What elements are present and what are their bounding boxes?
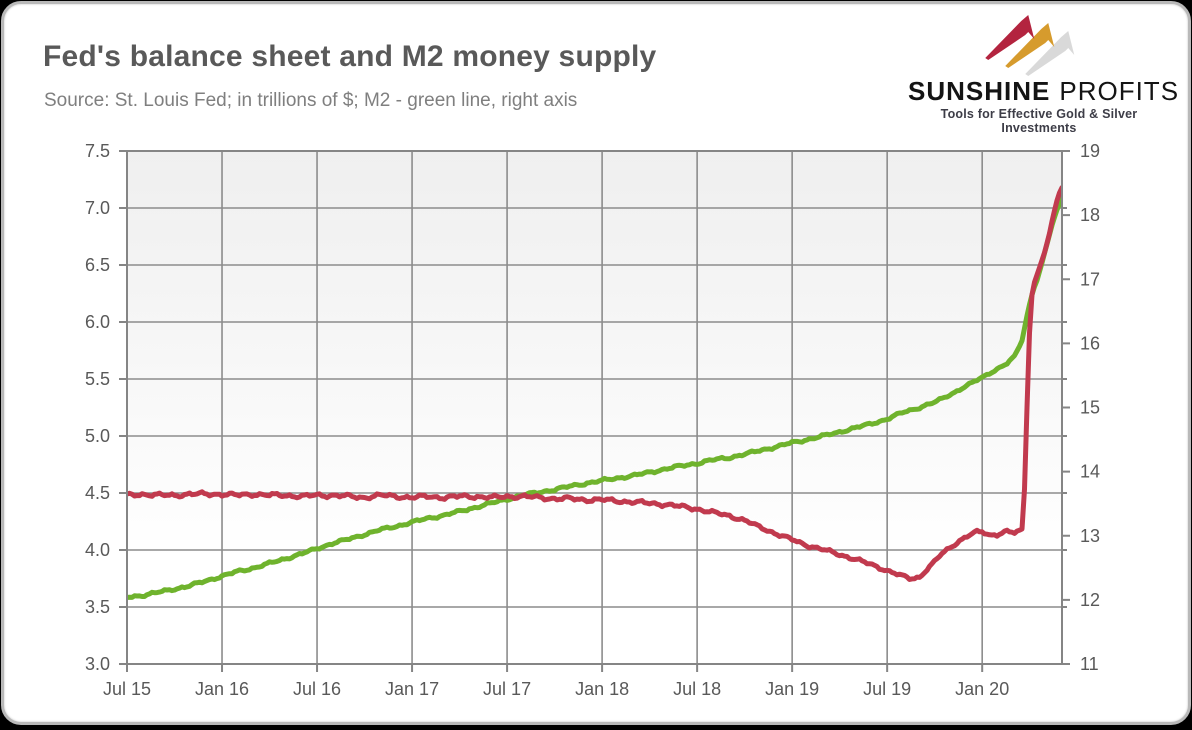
- y-right-tick-label: 12: [1080, 590, 1100, 610]
- y-right-tick-label: 11: [1080, 654, 1099, 674]
- y-right-labels: 11 12 13 14 15 16 17 18 19: [1080, 141, 1100, 674]
- x-tick-label: Jan 20: [955, 679, 1009, 699]
- y-right-tick-label: 19: [1080, 141, 1100, 161]
- x-tick-label: Jul 19: [863, 679, 911, 699]
- x-axis-labels: Jul 15 Jan 16 Jul 16 Jan 17 Jul 17 Jan 18 Jul …: [103, 679, 1009, 699]
- y-left-tick-label: 6.5: [85, 255, 110, 275]
- y-right-tick-label: 17: [1080, 269, 1100, 289]
- x-tick-label: Jan 18: [575, 679, 629, 699]
- x-tick-label: Jul 16: [293, 679, 341, 699]
- y-left-labels: 3.0 3.5 4.0 4.5 5.0 5.5 6.0 6.5 7.0 7.5: [85, 141, 110, 674]
- line-chart: 3.0 3.5 4.0 4.5 5.0 5.5 6.0 6.5 7.0 7.5 11 12 13 14 15…: [4, 4, 1192, 730]
- y-left-tick-label: 3.0: [85, 654, 110, 674]
- y-left-tick-label: 7.5: [85, 141, 110, 161]
- y-right-tick-label: 14: [1080, 462, 1100, 482]
- y-right-tick-label: 13: [1080, 526, 1100, 546]
- y-left-tick-label: 4.5: [85, 483, 110, 503]
- x-tick-label: Jul 18: [673, 679, 721, 699]
- x-tick-label: Jan 17: [385, 679, 439, 699]
- y-left-tick-label: 5.5: [85, 369, 110, 389]
- y-left-tick-label: 6.0: [85, 312, 110, 332]
- y-left-tick-label: 4.0: [85, 540, 110, 560]
- y-right-tick-label: 18: [1080, 205, 1100, 225]
- x-tick-label: Jan 19: [765, 679, 819, 699]
- y-right-tick-label: 15: [1080, 398, 1100, 418]
- y-left-tick-label: 3.5: [85, 597, 110, 617]
- y-left-tick-label: 7.0: [85, 198, 110, 218]
- y-right-tick-label: 16: [1080, 333, 1100, 353]
- x-tick-label: Jan 16: [195, 679, 249, 699]
- x-tick-label: Jul 15: [103, 679, 151, 699]
- x-tick-label: Jul 17: [483, 679, 531, 699]
- y-left-tick-label: 5.0: [85, 426, 110, 446]
